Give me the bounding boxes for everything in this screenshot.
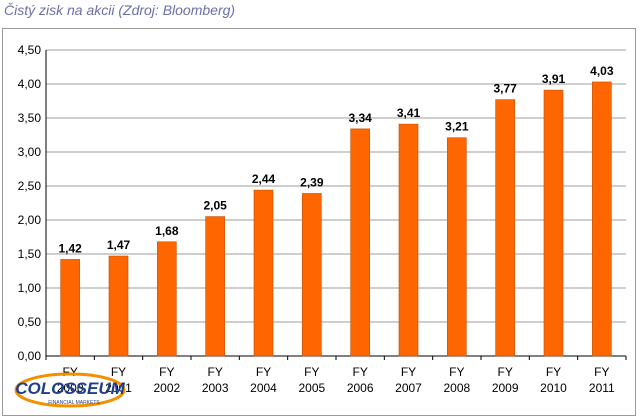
bar	[302, 193, 322, 357]
y-tick-label: 4,00	[18, 77, 42, 91]
x-tick-label-line1: FY	[449, 365, 464, 379]
y-tick-label: 4,50	[18, 43, 42, 57]
bar	[108, 255, 129, 357]
colosseum-logo: COLOSSEUM FINANCIAL MARKETS	[14, 372, 126, 408]
bar-layer	[60, 81, 612, 357]
x-tick-label-line2: 2008	[443, 381, 470, 395]
logo-text: COLOSSEUM	[15, 379, 125, 398]
bar	[253, 189, 274, 357]
y-tick-label: 1,50	[18, 247, 42, 261]
chart-caption: Čistý zisk na akcii (Zdroj: Bloomberg)	[4, 2, 236, 18]
x-tick-label-line2: 2009	[492, 381, 519, 395]
x-tick-label-line1: FY	[304, 365, 319, 379]
bar	[398, 123, 419, 357]
x-tick-label-line2: 2001	[105, 381, 132, 395]
data-label: 3,91	[542, 72, 566, 86]
bar	[495, 99, 515, 357]
x-tick-label-line1: FY	[594, 365, 609, 379]
bar	[350, 128, 370, 357]
bar	[205, 216, 225, 357]
x-tick-label-line1: FY	[207, 365, 222, 379]
data-label: 2,05	[203, 199, 227, 213]
x-tick-label-line2: 2000	[57, 381, 84, 395]
x-tick-label-line2: 2005	[298, 381, 325, 395]
data-label: 1,42	[58, 241, 82, 255]
x-tick-label-line2: 2007	[395, 381, 422, 395]
axis-layer: 0,00 0,50 1,00 1,50 2,00 2,50 3,00 3,50 4,00 4,50…	[18, 43, 627, 395]
x-tick-label-line2: 2002	[153, 381, 180, 395]
x-tick-label-line1: FY	[159, 365, 174, 379]
y-tick-label: 0,50	[18, 315, 42, 329]
data-label: 3,41	[397, 106, 421, 120]
x-tick-label-line1: FY	[352, 365, 367, 379]
bar	[157, 241, 177, 357]
x-tick-label-line2: 2003	[202, 381, 229, 395]
x-tick-label-line1: FY	[401, 365, 416, 379]
data-label: 3,34	[348, 111, 372, 125]
bar	[60, 259, 80, 357]
data-label: 1,68	[155, 224, 179, 238]
x-tick-label-line2: 2010	[540, 381, 567, 395]
x-tick-label-line1: FY	[256, 365, 271, 379]
y-tick-label: 0,00	[18, 349, 42, 363]
data-label: 4,03	[590, 64, 614, 78]
data-label: 2,44	[252, 172, 276, 186]
bar	[592, 81, 612, 357]
data-label: 3,21	[445, 120, 469, 134]
data-label: 1,47	[107, 238, 131, 252]
data-label: 2,39	[300, 175, 324, 189]
grid-layer	[46, 49, 626, 357]
x-tick-label-line2: 2006	[347, 381, 374, 395]
logo-ring-icon	[14, 372, 126, 408]
x-tick-label-line1: FY	[546, 365, 561, 379]
y-tick-label: 3,00	[18, 145, 42, 159]
label-layer: 1,42 1,47 1,68 2,05 2,44 2,39 3,34 3,41 3,21 3,77…	[58, 64, 613, 255]
y-tick-label: 2,00	[18, 213, 42, 227]
logo-subtext: FINANCIAL MARKETS	[48, 400, 100, 406]
y-tick-label: 3,50	[18, 111, 42, 125]
bar	[543, 89, 564, 357]
y-tick-label: 1,00	[18, 281, 42, 295]
x-tick-label-line1: FY	[497, 365, 512, 379]
bar	[447, 137, 467, 357]
x-tick-label-line2: 2004	[250, 381, 277, 395]
x-tick-label-line1: FY	[111, 365, 126, 379]
x-tick-label-line2: 2011	[589, 381, 615, 395]
data-label: 3,77	[493, 82, 517, 96]
y-tick-label: 2,50	[18, 179, 42, 193]
